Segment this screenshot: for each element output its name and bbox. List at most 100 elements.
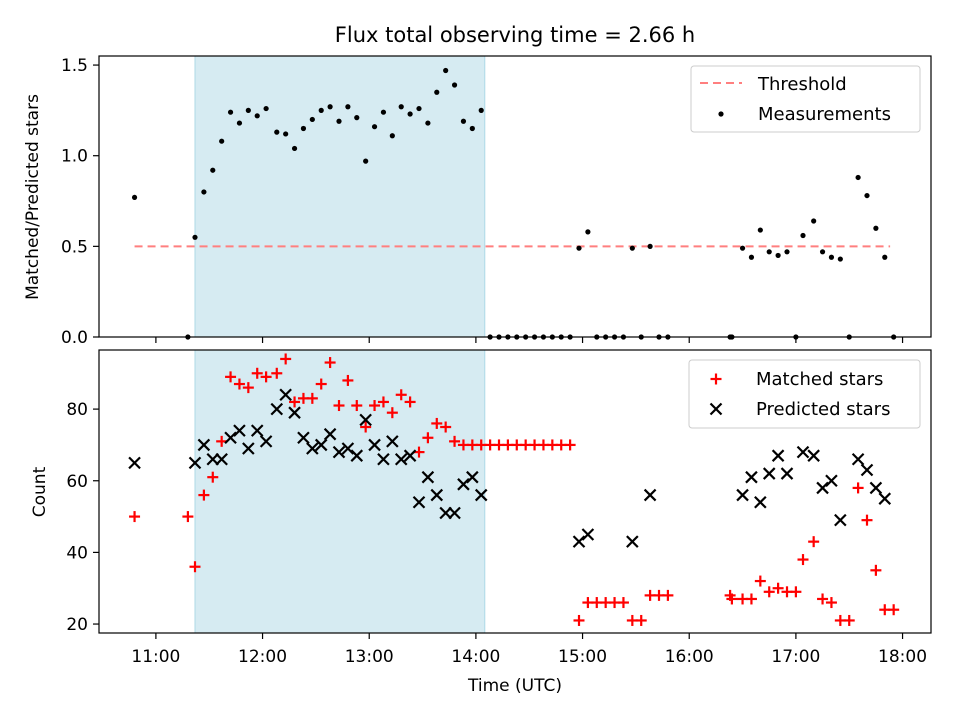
predicted-star-point xyxy=(448,506,461,520)
predicted-star-point xyxy=(466,470,479,484)
predicted-star-point xyxy=(350,449,364,462)
matched-star-point xyxy=(324,357,336,369)
predicted-star-point xyxy=(851,452,865,466)
matched-star-point xyxy=(233,378,245,390)
matched-star-point xyxy=(271,367,283,379)
predicted-star-point xyxy=(643,488,657,502)
predicted-star-point xyxy=(878,492,892,505)
matched-star-point xyxy=(189,561,201,573)
measurement-point xyxy=(647,243,653,249)
predicted-star-point xyxy=(816,481,829,495)
matched-star-point xyxy=(280,353,292,365)
predicted-star-point xyxy=(412,495,426,509)
matched-star-point xyxy=(422,432,434,444)
measurement-point xyxy=(327,104,333,110)
measurement-point xyxy=(283,131,289,137)
predicted-star-point xyxy=(332,445,346,459)
predicted-star-point xyxy=(457,478,470,491)
predicted-star-point xyxy=(780,467,794,480)
predicted-star-point xyxy=(430,488,444,502)
count-y-label: Count xyxy=(30,466,50,517)
matched-star-point xyxy=(440,421,452,433)
count-axes-frame xyxy=(98,349,932,634)
predicted-star-points xyxy=(128,388,892,548)
predicted-star-point xyxy=(572,535,586,548)
measurement-points xyxy=(131,67,897,340)
ratio-y-ticks: 0.0 0.5 1.0 1.5 xyxy=(61,56,99,348)
y-tick-label: 20 xyxy=(66,615,88,635)
legend-matched-label: Matched stars xyxy=(756,369,883,390)
matched-star-point xyxy=(260,371,272,383)
matched-star-point xyxy=(225,371,237,383)
matched-star-point xyxy=(726,593,738,605)
predicted-star-point xyxy=(771,449,785,462)
measurement-point xyxy=(219,138,225,144)
measurement-point xyxy=(371,124,378,130)
measurement-point xyxy=(336,118,342,124)
ratio-y-label: Matched/Predicted stars xyxy=(23,94,43,300)
matched-star-point xyxy=(573,614,585,626)
matched-star-point xyxy=(351,400,363,412)
measurement-point xyxy=(227,109,234,115)
predicted-star-point xyxy=(403,449,417,462)
matched-star-point xyxy=(852,482,864,494)
measurement-point xyxy=(629,245,635,251)
measurement-point xyxy=(318,107,324,113)
matched-star-point xyxy=(772,582,784,594)
predicted-star-point xyxy=(626,535,639,548)
y-tick-label: 60 xyxy=(66,472,88,492)
predicted-star-point xyxy=(259,435,273,448)
x-tick-label: 16:00 xyxy=(665,647,714,667)
y-tick-label: 0.5 xyxy=(61,237,88,257)
matched-star-point xyxy=(808,536,820,548)
measurement-point xyxy=(434,89,440,95)
matched-star-point xyxy=(360,421,372,433)
predicted-star-point xyxy=(581,528,595,541)
matched-star-point xyxy=(431,417,443,429)
measurement-point xyxy=(425,120,431,126)
matched-star-point xyxy=(404,396,416,408)
y-tick-label: 40 xyxy=(66,543,88,563)
legend-measurements-label: Measurements xyxy=(758,104,891,125)
measurement-point xyxy=(585,229,591,235)
x-tick-label: 15:00 xyxy=(558,647,607,667)
predicted-star-point xyxy=(323,427,337,441)
measurement-point xyxy=(131,194,138,201)
predicted-star-point xyxy=(762,467,776,480)
ratio-shaded-span xyxy=(194,55,486,338)
measurement-point xyxy=(784,249,790,255)
predicted-star-point xyxy=(279,388,292,402)
predicted-star-point xyxy=(341,442,355,455)
predicted-star-point xyxy=(825,474,838,488)
predicted-star-point xyxy=(250,424,264,437)
matched-star-point xyxy=(861,514,873,526)
measurement-point xyxy=(828,254,835,260)
measurement-point xyxy=(263,105,269,112)
measurement-point xyxy=(757,227,763,233)
measurement-point xyxy=(274,129,280,135)
matched-star-point xyxy=(207,471,219,483)
matched-star-point xyxy=(817,593,829,605)
measurement-point xyxy=(775,252,781,259)
matched-star-point xyxy=(763,586,775,598)
matched-star-point xyxy=(216,435,228,447)
matched-star-point xyxy=(564,439,576,451)
predicted-star-point xyxy=(386,435,399,448)
predicted-star-point xyxy=(860,463,874,477)
predicted-star-point xyxy=(297,431,310,445)
matched-star-point xyxy=(342,374,354,386)
legend-predicted-swatch xyxy=(709,402,723,416)
matched-star-point xyxy=(870,564,882,576)
predicted-star-point xyxy=(796,445,810,459)
ratio-legend: Threshold Measurements xyxy=(690,65,921,133)
ratio-panel: 0.0 0.5 1.0 1.5 Matched/Predicted stars Thr… xyxy=(23,55,932,348)
predicted-star-point xyxy=(474,488,488,502)
predicted-star-point xyxy=(359,413,372,427)
matched-star-point xyxy=(825,597,837,609)
legend-threshold-label: Threshold xyxy=(757,74,847,95)
matched-star-point xyxy=(754,575,766,587)
chart-title: Flux total observing time = 2.66 h xyxy=(335,23,695,47)
ratio-legend-box xyxy=(690,65,921,133)
